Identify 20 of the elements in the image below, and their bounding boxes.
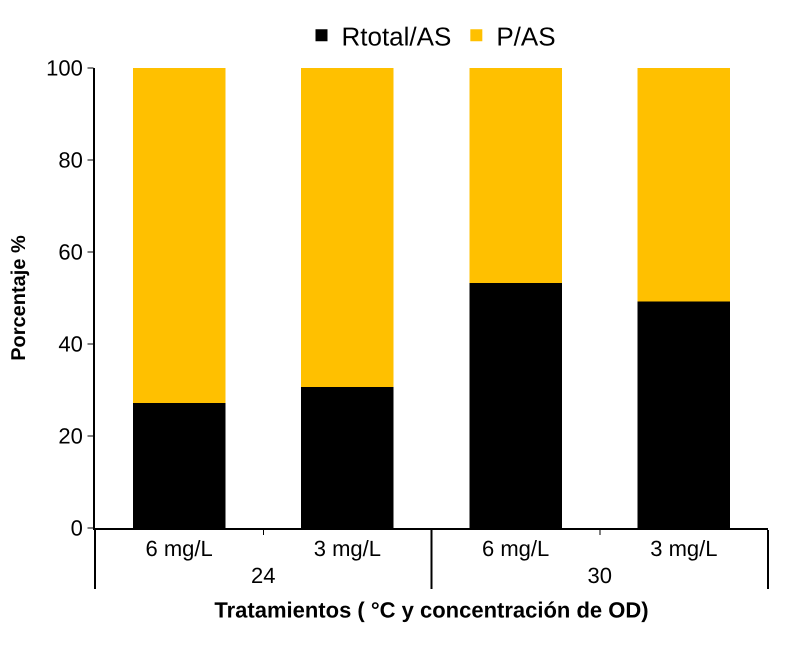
- bar: [132, 68, 226, 403]
- bar: [301, 68, 394, 388]
- legend-label: Rtotal/AS: [342, 21, 452, 52]
- x-tick-label: 6 mg/L: [482, 536, 550, 562]
- y-tick-label: 100: [46, 56, 83, 81]
- y-tick-label: 20: [58, 424, 83, 449]
- text: 30: [588, 563, 612, 588]
- x-tick-label: 6 mg/L: [145, 536, 213, 562]
- y-tick-label: 80: [58, 148, 83, 173]
- bar: [638, 68, 730, 302]
- x-tick-label: 3 mg/L: [650, 536, 718, 562]
- y-tick-label: 40: [58, 332, 83, 357]
- y-axis-title: Porcentaje %: [8, 234, 30, 361]
- legend-label: P/AS: [496, 21, 556, 52]
- bar: [469, 68, 562, 283]
- x-axis-title: Tratamientos ( °C y concentración de OD): [214, 598, 649, 623]
- y-tick-label: 0: [70, 516, 83, 541]
- text: 24: [251, 563, 276, 588]
- y-tick-label: 60: [58, 240, 83, 265]
- x-tick-label: 3 mg/L: [314, 536, 382, 562]
